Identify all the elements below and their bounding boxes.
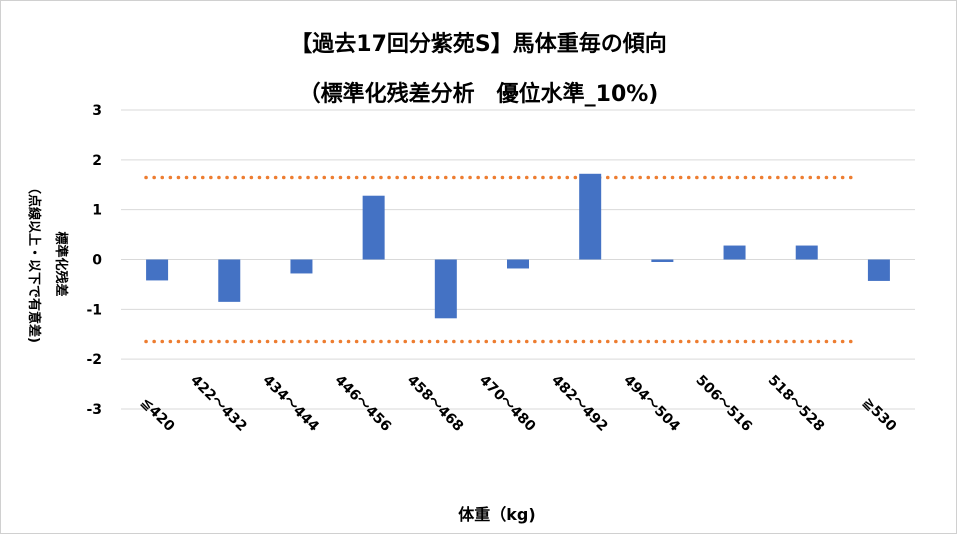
bars xyxy=(146,173,890,319)
y-axis-label-secondary: （点線以上・以下で有意差) xyxy=(26,181,42,343)
x-tick-label: 422～432 xyxy=(187,372,250,435)
y-tick-label: -2 xyxy=(86,352,102,368)
bar xyxy=(290,259,313,274)
bar xyxy=(651,259,674,262)
y-tick-label: 2 xyxy=(92,153,102,169)
bar xyxy=(218,259,241,302)
bar xyxy=(867,259,890,281)
bar xyxy=(579,173,602,260)
chart-subtitle: （標準化残差分析 優位水準_10%) xyxy=(298,82,659,107)
bar xyxy=(434,259,457,319)
x-tick-label: 518～528 xyxy=(765,372,828,435)
bar xyxy=(146,259,169,281)
x-tick-label: 482～492 xyxy=(548,372,611,435)
x-axis-ticks: ≦420 422～432 434～444 446～456 458～468 470～480 4… xyxy=(137,372,899,435)
bar xyxy=(723,245,746,260)
x-axis-label: 体重（kg) xyxy=(458,505,535,524)
x-tick-label: 470～480 xyxy=(476,372,539,435)
bar xyxy=(795,245,818,260)
reference-lines xyxy=(144,175,857,344)
bar xyxy=(362,195,385,260)
chart-title: 【過去17回分紫苑S】馬体重毎の傾向 xyxy=(290,32,667,57)
y-axis-ticks: 3 2 1 0 -1 -2 -3 xyxy=(86,103,102,418)
y-tick-label: 1 xyxy=(92,203,102,219)
x-tick-label: 506～516 xyxy=(692,372,755,435)
y-tick-label: -1 xyxy=(86,302,102,318)
x-tick-label: 446～456 xyxy=(332,372,395,435)
x-tick-label: 434～444 xyxy=(259,372,322,435)
y-tick-label: 3 xyxy=(92,103,102,119)
y-tick-label: -3 xyxy=(86,402,102,418)
x-tick-label: ≦420 xyxy=(137,395,177,435)
y-axis-label: 標準化残差 xyxy=(53,231,69,296)
x-tick-label: ≧530 xyxy=(859,395,899,435)
x-tick-label: 494～504 xyxy=(620,372,683,435)
x-tick-label: 458～468 xyxy=(404,372,467,435)
bar xyxy=(507,259,529,269)
y-tick-label: 0 xyxy=(92,253,102,269)
